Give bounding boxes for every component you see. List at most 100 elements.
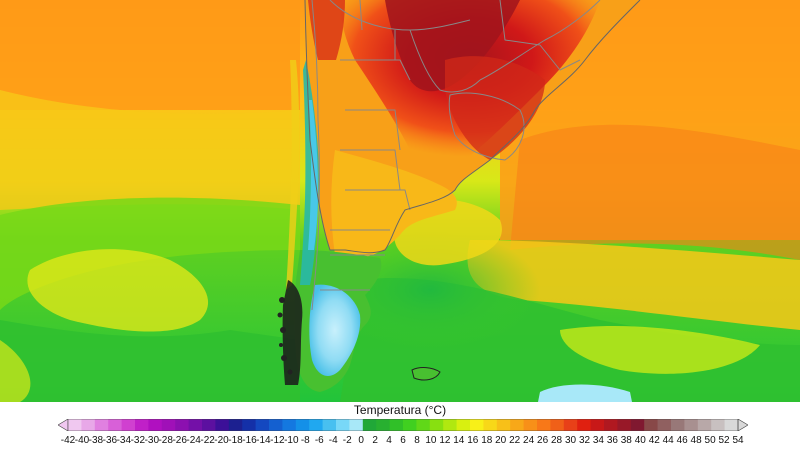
atlantic-ice-patch bbox=[538, 384, 632, 402]
legend-tick-label: 2 bbox=[372, 435, 378, 446]
legend-swatch bbox=[671, 419, 685, 431]
chile-fjords bbox=[282, 280, 303, 385]
legend-swatch bbox=[322, 419, 337, 431]
legend-swatch bbox=[697, 419, 712, 431]
legend-swatch bbox=[456, 419, 471, 431]
legend-swatch bbox=[523, 419, 538, 431]
legend-tick-label: -6 bbox=[314, 435, 324, 446]
legend-swatch bbox=[202, 419, 216, 431]
andes-blue-strip bbox=[308, 100, 318, 250]
legend-swatch bbox=[161, 419, 176, 431]
legend-swatch bbox=[215, 419, 230, 431]
legend-tick-label: 6 bbox=[400, 435, 406, 446]
legend-tick-label: 16 bbox=[467, 435, 479, 446]
uruguay-border bbox=[448, 92, 525, 161]
land-andes-top-red bbox=[308, 0, 345, 60]
brazil-state-2 bbox=[539, 44, 581, 71]
pacific-warm-band bbox=[0, 0, 300, 110]
legend-swatch bbox=[362, 419, 377, 431]
legend-tick-label: -36 bbox=[102, 435, 118, 446]
legend-swatch bbox=[416, 419, 431, 431]
legend-swatch bbox=[403, 419, 417, 431]
legend-tick-label: -24 bbox=[186, 435, 201, 446]
prov-border-1 bbox=[340, 59, 411, 81]
legend-swatch bbox=[550, 419, 565, 431]
legend-tick-label: -12 bbox=[270, 435, 285, 446]
legend-tick-label: -20 bbox=[214, 435, 229, 446]
legend-tick-label: 42 bbox=[648, 435, 660, 446]
atlantic-orange-core bbox=[510, 124, 800, 260]
legend-swatch bbox=[255, 419, 270, 431]
land-darkest bbox=[385, 0, 520, 92]
legend-tick-label: -10 bbox=[284, 435, 299, 446]
legend-tick-label: 52 bbox=[718, 435, 730, 446]
atlantic-yellow-patch bbox=[560, 325, 760, 374]
legend-tick-label: 24 bbox=[523, 435, 535, 446]
legend-swatch bbox=[684, 419, 699, 431]
legend-swatch bbox=[295, 419, 310, 431]
legend-color-bar bbox=[58, 419, 748, 431]
legend-swatch bbox=[81, 419, 96, 431]
legend-tick-label: 38 bbox=[620, 435, 632, 446]
legend-swatch bbox=[175, 419, 189, 431]
legend-tick-label: 0 bbox=[358, 435, 364, 446]
political-borders bbox=[311, 0, 601, 311]
paraguay-border bbox=[409, 29, 481, 93]
legend-frame bbox=[67, 419, 739, 431]
legend-arrow-high bbox=[737, 419, 748, 431]
legend-tick-label: 46 bbox=[676, 435, 688, 446]
legend-swatch bbox=[483, 419, 498, 431]
pacific-sw-yellow bbox=[0, 340, 31, 402]
legend-tick-label: -14 bbox=[256, 435, 271, 446]
legend-tick-label: 28 bbox=[550, 435, 563, 446]
legend-tick-label: 50 bbox=[704, 435, 716, 446]
legend-tick-label: -30 bbox=[144, 435, 160, 446]
land-middle bbox=[331, 150, 457, 258]
legend-tick-label: -4 bbox=[328, 435, 338, 446]
bolivia-border bbox=[329, 0, 471, 31]
prov-border-4 bbox=[345, 189, 411, 211]
legend-tick-label: -18 bbox=[228, 435, 243, 446]
legend-swatch bbox=[188, 419, 203, 431]
legend-title: Temperatura (°C) bbox=[353, 403, 447, 417]
legend-swatch bbox=[496, 419, 511, 431]
legend-tick-label: 10 bbox=[425, 435, 437, 446]
legend-tick-label: -8 bbox=[300, 435, 310, 446]
brazil-border bbox=[479, 0, 601, 81]
falkland-islands bbox=[411, 367, 441, 381]
legend-swatch bbox=[657, 419, 672, 431]
legend-tick-label: 18 bbox=[481, 435, 493, 446]
prov-border-3 bbox=[340, 149, 401, 191]
legend-tick-label: 48 bbox=[690, 435, 702, 446]
brazil-state-1 bbox=[499, 0, 541, 46]
prov-border-9 bbox=[359, 0, 363, 31]
pacific-south-green bbox=[0, 320, 300, 402]
color-legend: Temperatura (°C) -42 -40 -38 -36 -34 -32 -30 -2… bbox=[0, 402, 800, 450]
legend-arrow-low bbox=[58, 419, 69, 431]
legend-tick-label: 44 bbox=[662, 435, 674, 446]
legend-swatch bbox=[349, 419, 364, 431]
legend-tick-labels: -42 -40 -38 -36 -34 -32 -30 -28 -26 -24 -22 -20 -18-… bbox=[0, 435, 800, 449]
legend-swatch bbox=[376, 419, 390, 431]
legend-tick-label: -32 bbox=[130, 435, 146, 446]
legend-tick-label: 22 bbox=[509, 435, 521, 446]
legend-swatch bbox=[68, 419, 82, 431]
legend-swatch bbox=[309, 419, 323, 431]
legend-tick-label: -34 bbox=[116, 435, 132, 446]
legend-swatch bbox=[563, 419, 578, 431]
pacific-yellow-band bbox=[0, 90, 300, 210]
legend-swatch bbox=[630, 419, 645, 431]
legend-tick-label: -28 bbox=[158, 435, 173, 446]
temperature-map[interactable] bbox=[0, 0, 800, 402]
legend-swatch bbox=[121, 419, 136, 431]
legend-swatch bbox=[537, 419, 551, 431]
legend-tick-label: -40 bbox=[74, 435, 90, 446]
legend-tick-label: 4 bbox=[386, 435, 392, 446]
legend-swatch bbox=[389, 419, 404, 431]
legend-tick-label: -16 bbox=[242, 435, 257, 446]
legend-tick-label: -2 bbox=[342, 435, 352, 446]
legend-swatch bbox=[470, 419, 484, 431]
legend-tick-label: 12 bbox=[439, 435, 451, 446]
legend-swatch bbox=[242, 419, 256, 431]
legend-tick-label: 30 bbox=[564, 435, 577, 446]
